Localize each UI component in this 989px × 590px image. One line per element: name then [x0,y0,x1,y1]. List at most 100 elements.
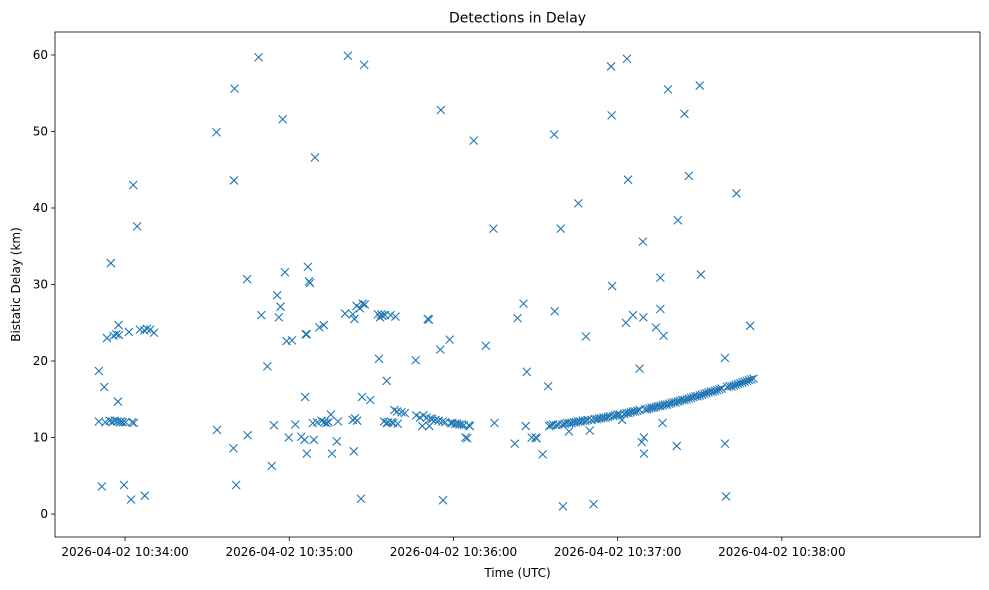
data-point [350,314,359,324]
data-point [720,439,730,449]
data-point [358,299,367,309]
data-point [322,418,331,428]
data-point [276,302,285,312]
y-axis-label: Bistatic Delay (km) [9,227,23,342]
data-point [113,397,123,406]
data-point [128,180,138,190]
data-points [94,51,758,511]
data-point [126,495,136,504]
data-point [309,435,319,445]
data-point [114,330,124,340]
data-point [696,270,706,279]
data-point [427,414,437,424]
data-point [303,262,313,272]
x-axis-label: Time (UTC) [483,566,550,580]
x-tick-label: 2026-04-02 10:34:00 [61,545,188,559]
data-point [102,333,112,343]
data-point [435,345,445,354]
x-tick-label: 2026-04-02 10:38:00 [718,545,845,559]
data-point [417,421,427,431]
data-point [118,417,128,427]
data-point [680,109,689,119]
data-point [382,376,392,386]
y-tick-label: 60 [33,48,48,62]
data-point [327,449,337,458]
data-point [326,410,336,419]
y-axis-ticks: 0 10 20 30 40 50 60 [33,48,55,521]
data-point [319,417,329,427]
data-point [589,499,598,509]
data-point [290,420,300,429]
data-point [673,215,683,225]
data-point [142,324,152,334]
plot-area-frame [54,31,981,538]
data-point [349,446,359,456]
data-point [638,237,648,247]
data-point [212,127,221,137]
data-point [438,417,447,426]
data-point [287,335,297,345]
x-axis-ticks: 2026-04-02 10:34:00 2026-04-02 10:35:00 20… [61,537,846,559]
data-point [510,439,520,449]
data-point [519,299,528,309]
data-point [340,309,350,318]
data-point [212,425,222,435]
y-tick-label: 30 [33,278,48,292]
data-point [278,114,288,124]
data-point [655,273,665,283]
data-point [623,175,633,185]
data-point [585,426,595,436]
data-point [550,306,560,316]
data-point [543,381,553,391]
data-point [121,417,130,427]
data-point [469,136,479,146]
data-point [556,224,566,234]
data-point [343,51,353,61]
y-tick-label: 40 [33,201,48,215]
data-point [114,320,123,330]
data-point [639,449,649,458]
data-point [522,367,532,377]
data-point [389,405,399,415]
data-point [124,327,134,337]
data-point [256,310,266,320]
y-tick-label: 0 [40,507,48,521]
data-point [106,258,116,268]
data-point [300,435,309,445]
data-point [632,406,642,416]
data-point [411,355,421,365]
data-point [274,313,284,322]
data-point [269,420,279,430]
data-point [262,361,272,371]
data-point [655,304,665,314]
data-point [659,331,669,341]
data-point [111,329,121,339]
data-point [635,364,644,374]
data-point [426,414,435,423]
data-point [461,433,470,442]
data-point [280,267,290,277]
data-point [365,395,375,405]
chart-title: Detections in Delay [449,11,586,27]
y-tick-label: 10 [33,431,48,445]
data-point [254,52,263,62]
data-point [243,430,253,440]
data-point [355,303,365,313]
data-point [490,418,499,428]
data-point [302,449,312,458]
data-point [684,171,694,181]
data-point [284,433,294,442]
data-point [319,320,329,330]
data-point [229,176,239,185]
data-point [431,415,440,425]
data-point [564,427,574,436]
x-tick-label: 2026-04-02 10:35:00 [226,545,353,559]
data-point [391,312,400,322]
data-point [445,335,455,344]
data-point [581,332,591,341]
data-point [332,436,342,446]
data-point [607,111,617,120]
data-point [324,417,334,427]
data-point [639,433,649,442]
